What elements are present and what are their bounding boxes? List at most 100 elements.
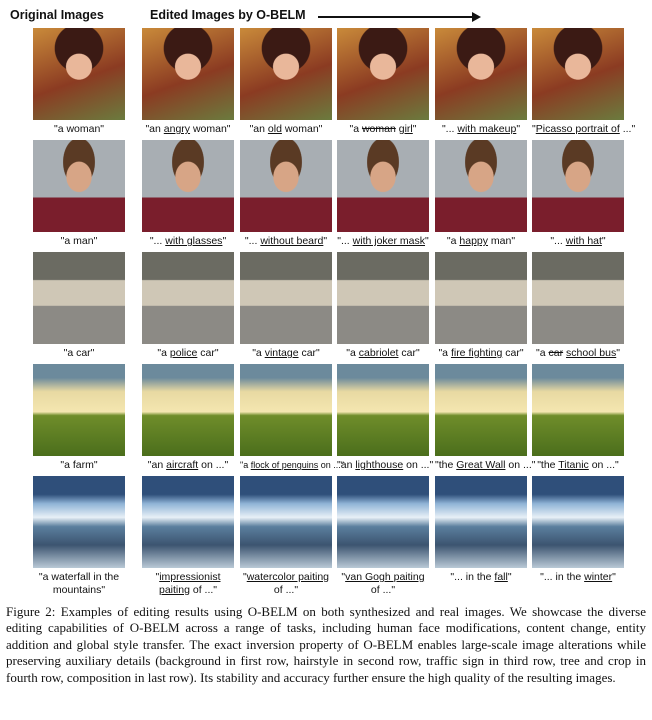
water-image <box>435 476 527 568</box>
image-caption: "an aircraft on ..." <box>142 459 234 472</box>
farm-image <box>532 364 624 456</box>
image-caption: "a man" <box>33 235 125 248</box>
caption-underlined: angry <box>163 123 191 135</box>
caption-underlined: cabriolet <box>358 347 399 359</box>
edited-image-cell: "impressionist paiting of ..." <box>142 476 234 597</box>
caption-text: man" <box>488 235 516 247</box>
caption-text: "... <box>149 235 166 247</box>
edited-image-cell: "a police car" <box>142 252 234 360</box>
edited-image-cell: "the Great Wall on ..." <box>435 364 535 472</box>
edited-image-cell: "a flock of penguins on ..." <box>240 364 344 472</box>
farm-image <box>240 364 332 456</box>
caption-text: " <box>222 235 227 247</box>
edited-image-cell: "an lighthouse on ..." <box>337 364 433 472</box>
caption-text: "a waterfall in the mountains" <box>38 571 120 596</box>
caption-text: "a <box>346 347 359 359</box>
water-image <box>337 476 429 568</box>
caption-underlined: with hat <box>565 235 602 247</box>
caption-text: "a car" <box>63 347 95 359</box>
original-image-cell: "a waterfall in the mountains" <box>33 476 125 597</box>
image-row-water: "a waterfall in the mountains" "impressio… <box>33 476 624 597</box>
caption-text: on ..." <box>588 459 619 471</box>
header-original-images: Original Images <box>10 8 104 22</box>
image-caption: "... with glasses" <box>142 235 234 248</box>
caption-text: " <box>242 571 247 583</box>
image-row-farm: "a farm" "an aircraft on ..." "a flock of … <box>33 364 624 484</box>
edited-image-cell: "a vintage car" <box>240 252 332 360</box>
car-image <box>337 252 429 344</box>
image-row-woman: "a woman" "an angry woman" "an old woman" "… <box>33 28 635 148</box>
edited-image-cell: "... in the winter" <box>532 476 624 584</box>
caption-text: " <box>341 571 346 583</box>
image-caption: "an angry woman" <box>142 123 234 136</box>
caption-strikethrough: car <box>548 347 564 359</box>
caption-text: car" <box>502 347 524 359</box>
image-caption: "... in the fall" <box>435 571 527 584</box>
man-image <box>435 140 527 232</box>
caption-text: of ..." <box>273 584 299 596</box>
image-caption: "an old woman" <box>240 123 332 136</box>
image-caption: "a cabriolet car" <box>337 347 429 360</box>
caption-text: " <box>155 571 160 583</box>
edited-image-cell: "... with hat" <box>532 140 624 248</box>
edited-image-cell: "... with makeup" <box>435 28 527 136</box>
image-caption: "the Titanic on ..." <box>532 459 624 472</box>
edited-image-cell: "a happy man" <box>435 140 527 248</box>
image-row-man: "a man" "... with glasses" "... without be… <box>33 140 624 260</box>
caption-underlined: vintage <box>264 347 299 359</box>
man-image <box>33 140 125 232</box>
farm-image <box>337 364 429 456</box>
caption-text: "... in the <box>540 571 585 583</box>
caption-underlined: school bus <box>566 347 617 359</box>
caption-underlined: police <box>169 347 198 359</box>
caption-underlined: old <box>267 123 282 135</box>
image-caption: "a vintage car" <box>240 347 332 360</box>
car-image <box>240 252 332 344</box>
image-caption: "a police car" <box>142 347 234 360</box>
caption-text: "a <box>252 347 265 359</box>
caption-underlined: girl <box>398 123 413 135</box>
original-image-cell: "a farm" <box>33 364 125 472</box>
caption-text: "an <box>145 123 164 135</box>
caption-underlined: lighthouse <box>355 459 404 471</box>
caption-text: "the <box>537 459 559 471</box>
caption-text: " <box>323 235 328 247</box>
original-image-cell: "a car" <box>33 252 125 360</box>
caption-text: "an <box>249 123 268 135</box>
image-caption: "a woman girl" <box>337 123 429 136</box>
caption-text: "an <box>337 459 356 471</box>
caption-underlined: Great Wall <box>456 459 506 471</box>
man-image <box>532 140 624 232</box>
water-image <box>142 476 234 568</box>
caption-underlined: fall <box>494 571 508 583</box>
farm-image <box>33 364 125 456</box>
caption-text: "an <box>147 459 167 471</box>
edited-image-cell: "van Gogh paiting of ..." <box>337 476 429 597</box>
edited-image-cell: "the Titanic on ..." <box>532 364 624 472</box>
caption-text: " <box>612 571 616 583</box>
caption-text: " <box>412 123 417 135</box>
image-caption: "watercolor paiting of ..." <box>240 571 332 597</box>
edited-image-cell: "... without beard" <box>240 140 332 248</box>
caption-text: car" <box>398 347 420 359</box>
edited-image-cell: "a car school bus" <box>532 252 624 360</box>
car-image <box>33 252 125 344</box>
caption-text: "... <box>244 235 261 247</box>
edited-image-cell: "... with joker mask" <box>337 140 429 248</box>
caption-text: of ..." <box>189 584 218 596</box>
caption-underlined: Titanic <box>558 459 589 471</box>
caption-text: ..." <box>619 123 636 135</box>
water-image <box>33 476 125 568</box>
caption-underlined: Picasso portrait of <box>535 123 620 135</box>
image-caption: "a woman" <box>33 123 125 136</box>
man-image <box>142 140 234 232</box>
woman-image <box>240 28 332 120</box>
caption-text: of ..." <box>370 584 396 596</box>
water-image <box>240 476 332 568</box>
caption-underlined: happy <box>459 235 488 247</box>
image-row-car: "a car" "a police car" "a vintage car" "a c… <box>33 252 624 372</box>
edited-image-cell: "watercolor paiting of ..." <box>240 476 332 597</box>
original-image-cell: "a man" <box>33 140 125 248</box>
edited-image-cell: "... in the fall" <box>435 476 527 584</box>
figure-caption: Figure 2: Examples of editing results us… <box>6 604 646 685</box>
